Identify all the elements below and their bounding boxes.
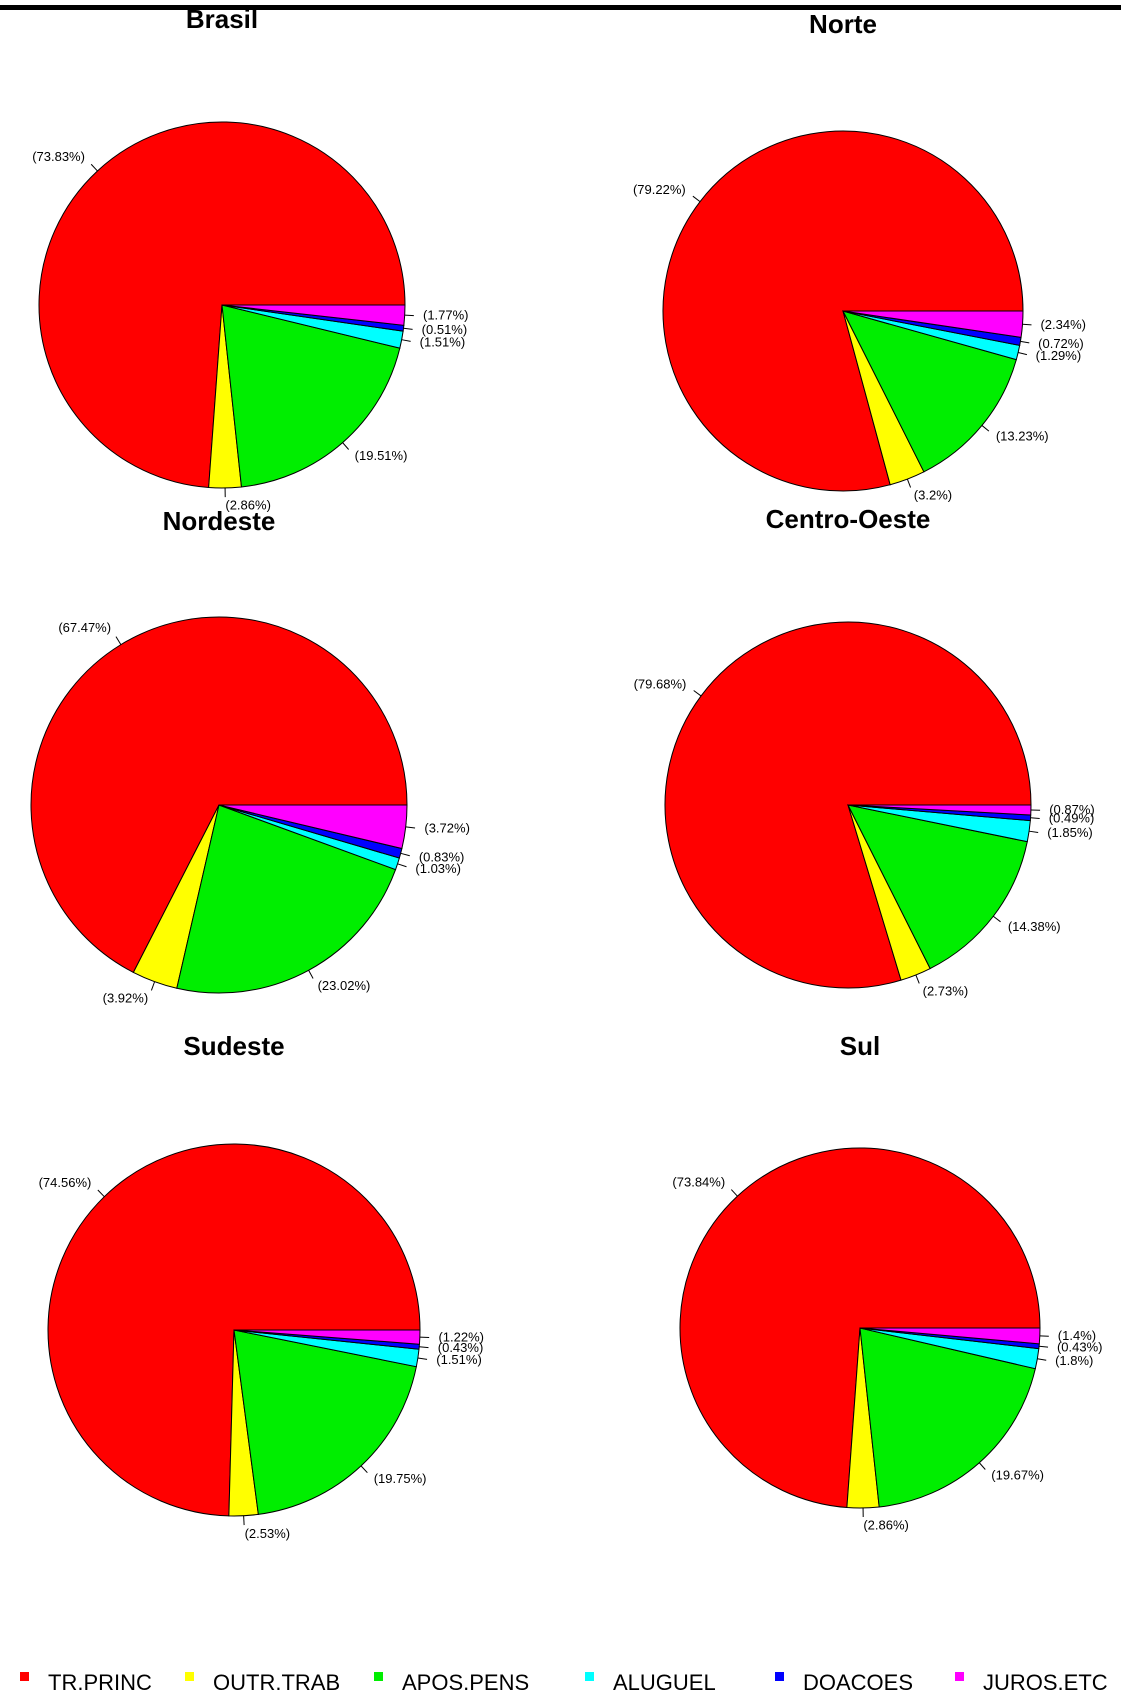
label-tick xyxy=(1020,340,1030,344)
legend-label: APOS.PENS xyxy=(402,1670,529,1695)
pie-slice xyxy=(664,621,1032,989)
value-label: (1.22%) xyxy=(438,1329,484,1344)
value-label: (0.87%) xyxy=(1049,802,1095,817)
pie-slice xyxy=(221,304,406,326)
value-label: (3.72%) xyxy=(424,821,470,836)
legend-swatch xyxy=(20,1672,29,1681)
legend-swatch xyxy=(185,1672,194,1681)
label-tick xyxy=(360,1465,368,1474)
label-tick xyxy=(693,690,702,697)
legend-label: TR.PRINC xyxy=(48,1670,152,1695)
label-tick xyxy=(115,636,122,645)
label-tick xyxy=(400,852,410,857)
value-label: (1.51%) xyxy=(436,1352,482,1367)
pie-title: Sudeste xyxy=(183,1031,284,1061)
pie-slice xyxy=(233,1329,421,1345)
value-label: (2.86%) xyxy=(225,498,271,513)
pie-slice xyxy=(859,1327,1036,1508)
label-tick xyxy=(906,478,912,488)
pie-title: Nordeste xyxy=(163,506,276,536)
value-label: (1.77%) xyxy=(423,308,469,323)
label-tick xyxy=(97,1189,105,1198)
value-label: (1.03%) xyxy=(415,861,461,876)
value-label: (74.56%) xyxy=(39,1175,92,1190)
label-tick xyxy=(730,1189,738,1197)
value-label: (2.86%) xyxy=(863,1517,909,1532)
label-tick xyxy=(404,314,414,317)
label-tick xyxy=(978,1462,986,1470)
label-tick xyxy=(1022,323,1032,326)
pie-slice xyxy=(859,1327,1041,1345)
legend-swatch xyxy=(585,1672,594,1681)
legend-swatch xyxy=(374,1672,383,1681)
label-tick xyxy=(90,163,98,172)
value-label: (67.47%) xyxy=(58,620,111,635)
pie-slice xyxy=(847,804,1028,970)
pie-title: Centro-Oeste xyxy=(766,504,931,534)
label-tick xyxy=(1039,1345,1049,1348)
pie-slice xyxy=(233,1329,417,1515)
value-label: (1.29%) xyxy=(1036,348,1082,363)
legend-label: DOACOES xyxy=(803,1670,913,1695)
value-label: (0.83%) xyxy=(419,850,465,865)
value-label: (19.75%) xyxy=(374,1471,427,1486)
value-label: (3.2%) xyxy=(914,487,952,502)
label-tick xyxy=(419,1346,429,1349)
value-label: (0.72%) xyxy=(1038,336,1084,351)
label-tick xyxy=(1030,817,1040,819)
pie-title: Brasil xyxy=(186,4,258,34)
pie-title: Sul xyxy=(840,1031,880,1061)
legend-label: JUROS.ETC xyxy=(983,1670,1108,1695)
value-label: (13.23%) xyxy=(996,428,1049,443)
label-tick xyxy=(1029,830,1039,833)
label-tick xyxy=(342,442,350,450)
legend-swatch xyxy=(775,1672,784,1681)
label-tick xyxy=(417,1357,428,1360)
legend-label: OUTR.TRAB xyxy=(213,1670,340,1695)
top-bar xyxy=(0,5,1121,10)
value-label: (0.43%) xyxy=(438,1340,484,1355)
value-label: (3.92%) xyxy=(103,991,149,1006)
label-tick xyxy=(405,826,416,829)
value-label: (2.53%) xyxy=(245,1526,291,1541)
value-label: (19.67%) xyxy=(991,1468,1044,1483)
value-label: (79.22%) xyxy=(633,182,686,197)
label-tick xyxy=(403,327,413,330)
label-tick xyxy=(915,974,920,984)
value-label: (79.68%) xyxy=(634,676,687,691)
label-tick xyxy=(692,195,701,203)
value-label: (14.38%) xyxy=(1008,919,1061,934)
value-label: (0.49%) xyxy=(1049,811,1095,826)
pie-slice xyxy=(176,804,397,994)
label-tick xyxy=(308,970,314,979)
label-tick xyxy=(1018,352,1028,356)
label-tick xyxy=(992,915,1001,923)
value-label: (73.83%) xyxy=(32,149,85,164)
value-label: (1.8%) xyxy=(1055,1353,1093,1368)
value-label: (1.4%) xyxy=(1058,1328,1096,1343)
value-label: (1.85%) xyxy=(1047,825,1093,840)
value-label: (19.51%) xyxy=(355,448,408,463)
value-label: (1.51%) xyxy=(420,335,466,350)
legend-swatch xyxy=(955,1672,964,1681)
label-tick xyxy=(150,981,156,991)
value-label: (2.34%) xyxy=(1040,317,1086,332)
value-label: (0.51%) xyxy=(422,322,468,337)
label-tick xyxy=(981,425,990,432)
label-tick xyxy=(1037,1358,1047,1361)
value-label: (23.02%) xyxy=(318,978,371,993)
label-tick xyxy=(401,339,411,342)
value-label: (0.43%) xyxy=(1057,1339,1103,1354)
value-label: (2.73%) xyxy=(923,983,969,998)
value-label: (73.84%) xyxy=(672,1174,725,1189)
pie-title: Norte xyxy=(809,9,877,39)
label-tick xyxy=(397,863,407,868)
legend-label: ALUGUEL xyxy=(613,1670,716,1695)
